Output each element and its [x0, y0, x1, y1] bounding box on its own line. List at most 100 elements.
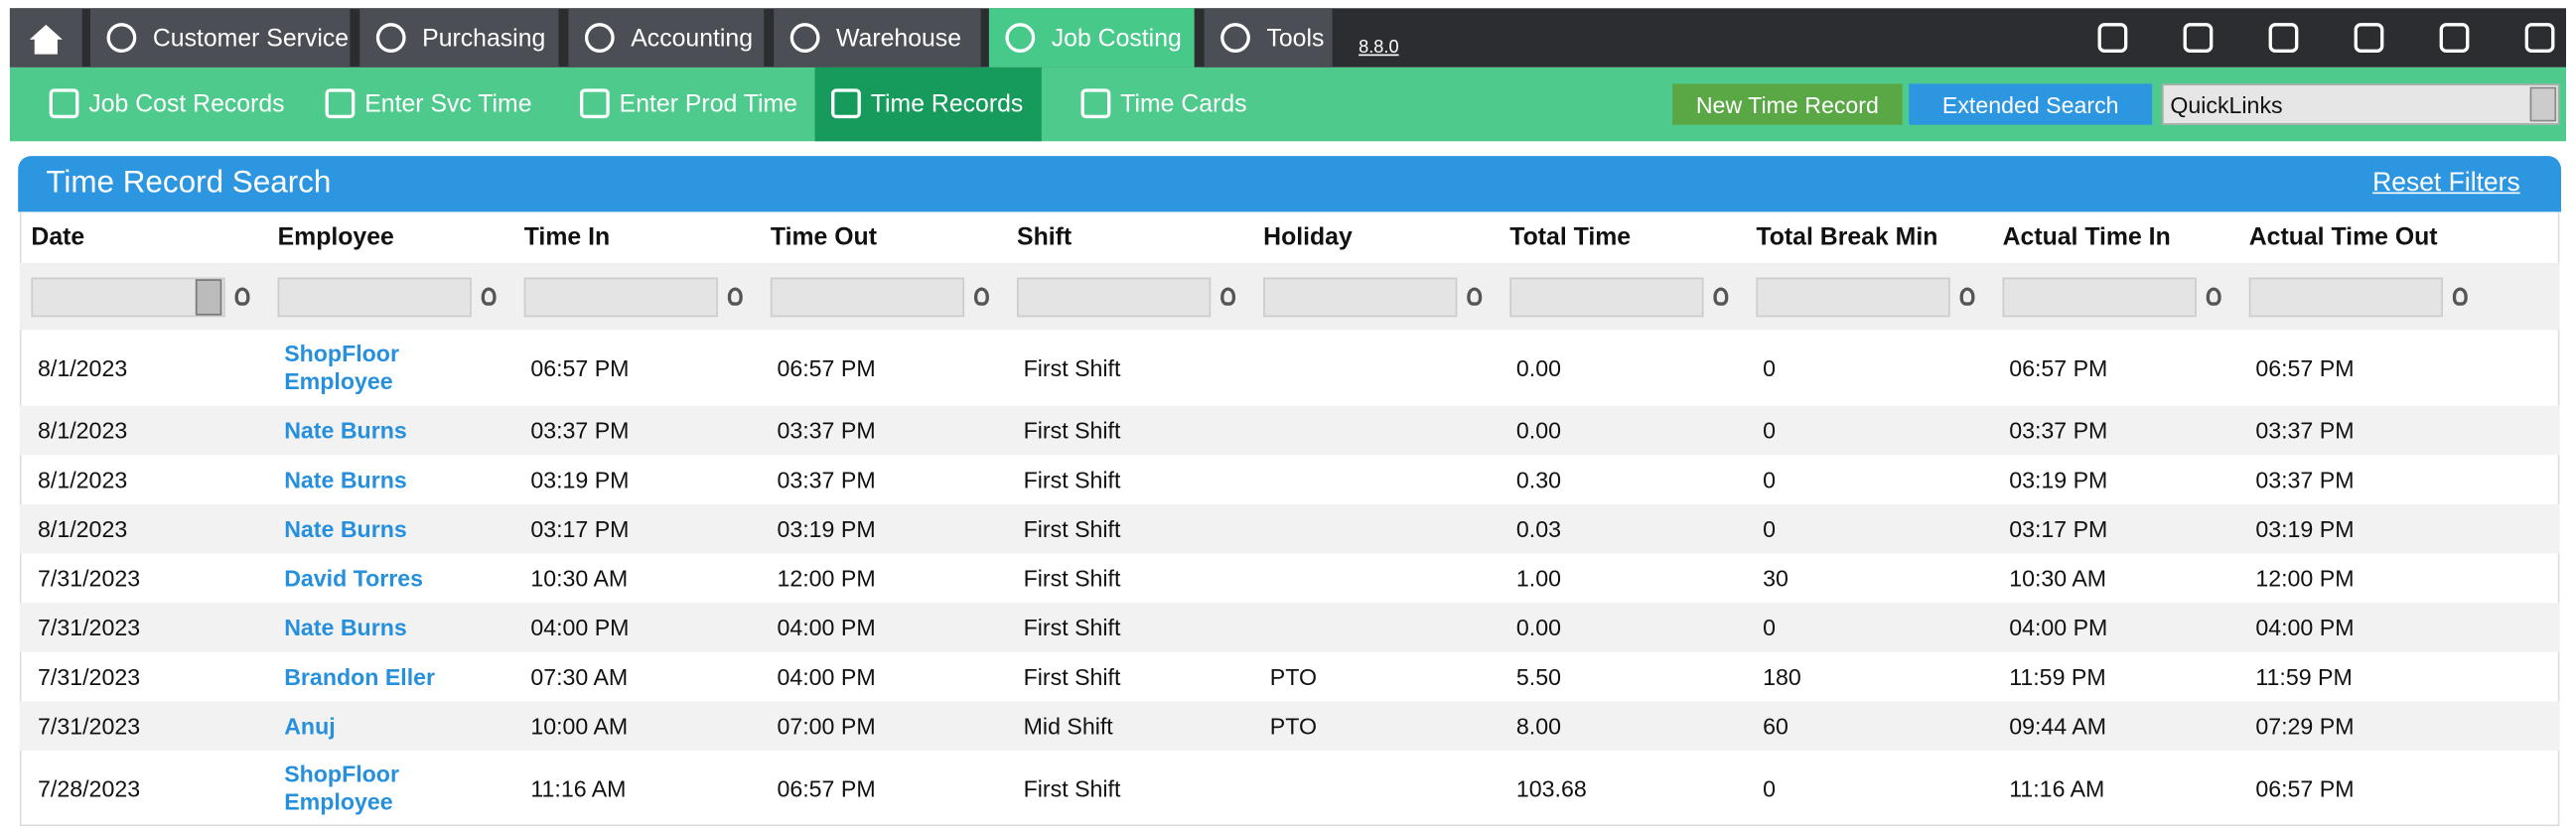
filter-icon[interactable]	[1467, 287, 1483, 306]
filter-icon[interactable]	[1959, 287, 1975, 306]
sub-nav-item[interactable]: Enter Prod Time	[563, 68, 809, 141]
toolbar-icon[interactable]	[2183, 23, 2214, 53]
table-cell: Mid Shift	[1023, 712, 1113, 740]
table-cell: 0.30	[1515, 466, 1561, 493]
table-cell: 10:00 AM	[530, 712, 629, 740]
table-cell: 0	[1763, 417, 1776, 444]
sub-icon	[49, 88, 79, 119]
filter-input[interactable]	[277, 277, 472, 318]
employee-link[interactable]: Nate Burns	[284, 514, 407, 542]
employee-link[interactable]: ShopFloor Employee	[284, 340, 399, 395]
filter-input[interactable]	[2002, 277, 2197, 318]
action-button[interactable]: Extended Search	[1909, 83, 2153, 125]
nav-tab[interactable]: Warehouse	[774, 8, 981, 68]
employee-link[interactable]: Nate Burns	[284, 416, 407, 443]
table-cell: 04:00 PM	[2009, 614, 2108, 641]
toolbar-icon[interactable]	[2097, 23, 2128, 53]
filter-icon[interactable]	[727, 287, 743, 306]
nav-tab[interactable]: Accounting	[568, 8, 765, 68]
employee-link[interactable]: Anuj	[284, 712, 336, 739]
filter-icon[interactable]	[2206, 287, 2221, 306]
nav-tab[interactable]: Purchasing	[359, 8, 559, 68]
nav-tab[interactable]: Job Costing	[988, 8, 1195, 68]
filter-icon[interactable]	[973, 287, 989, 306]
sub-icon	[579, 88, 610, 119]
filter-input[interactable]	[1263, 277, 1458, 318]
filter-icon[interactable]	[481, 287, 497, 306]
toolbar-icon[interactable]	[2439, 23, 2470, 53]
table-cell: First Shift	[1023, 565, 1121, 592]
employee-link[interactable]: Brandon Eller	[284, 662, 436, 689]
employee-link[interactable]: ShopFloor Employee	[284, 760, 399, 815]
table-cell: 03:37 PM	[777, 417, 876, 444]
table-cell: 10:30 AM	[2009, 565, 2107, 592]
filter-input[interactable]	[770, 277, 965, 318]
filter-input[interactable]	[2248, 277, 2443, 318]
toolbar-icon[interactable]	[2268, 23, 2299, 53]
table-cell: 180	[1763, 663, 1801, 690]
column-header: Date	[31, 222, 85, 252]
table-cell: 0.00	[1515, 354, 1561, 381]
table-cell: 7/31/2023	[38, 565, 141, 592]
filter-input[interactable]	[523, 277, 718, 318]
table-cell: 0	[1763, 515, 1776, 542]
sub-icon	[831, 88, 861, 119]
reset-filters[interactable]: Reset Filters	[2372, 169, 2520, 198]
table-cell: 60	[1763, 712, 1789, 740]
table-cell: 12:00 PM	[777, 565, 876, 592]
employee-link[interactable]: David Torres	[284, 564, 424, 591]
table-cell: 04:00 PM	[530, 614, 630, 641]
nav-tab[interactable]: Customer Service	[89, 8, 351, 68]
home-button[interactable]	[9, 8, 82, 68]
filter-icon[interactable]	[234, 287, 250, 306]
table-cell: 7/31/2023	[38, 614, 141, 641]
quicklinks-select[interactable]: QuickLinks	[2162, 83, 2560, 125]
sub-nav-item[interactable]: Time Cards	[1065, 68, 1270, 141]
toolbar-icon[interactable]	[2354, 23, 2384, 53]
filter-input[interactable]	[1509, 277, 1704, 318]
filter-icon[interactable]	[1713, 287, 1729, 306]
column-header: Shift	[1017, 222, 1073, 252]
filter-icon[interactable]	[1220, 287, 1236, 306]
table-cell: 0.00	[1515, 417, 1561, 444]
table-cell: 03:19 PM	[2255, 515, 2355, 542]
table-cell: 03:37 PM	[530, 417, 630, 444]
tab-icon	[789, 23, 820, 53]
column-header: Employee	[277, 222, 394, 252]
action-button[interactable]: New Time Record	[1672, 83, 1903, 125]
table-cell: 8.00	[1515, 712, 1561, 740]
table-cell: 7/31/2023	[38, 663, 141, 690]
toolbar-icon[interactable]	[2524, 23, 2555, 53]
table-cell: 06:57 PM	[530, 354, 630, 381]
table-cell: 06:57 PM	[777, 354, 876, 381]
table-cell: First Shift	[1023, 417, 1121, 444]
table-cell: 03:37 PM	[777, 466, 876, 493]
sub-nav-item[interactable]: Time Records	[814, 67, 1042, 142]
nav-tab[interactable]: Tools	[1204, 8, 1333, 68]
filter-icon[interactable]	[2452, 287, 2468, 306]
table-cell: 8/1/2023	[38, 466, 128, 493]
employee-link[interactable]: Nate Burns	[284, 613, 407, 640]
filter-input[interactable]	[1756, 277, 1950, 318]
sub-icon	[325, 88, 356, 119]
table-cell: 03:37 PM	[2255, 466, 2355, 493]
row-stripe	[19, 503, 2560, 554]
tab-icon	[106, 23, 137, 53]
tab-icon	[375, 23, 406, 53]
table-cell: 0	[1763, 774, 1776, 802]
date-dropdown[interactable]	[195, 279, 222, 316]
table-cell: 03:19 PM	[777, 515, 876, 542]
sub-nav-item[interactable]: Job Cost Records	[33, 68, 296, 141]
filter-input[interactable]	[31, 277, 225, 318]
table-cell: 09:44 AM	[2009, 712, 2107, 740]
select-arrow	[2529, 86, 2557, 122]
table-cell: 04:00 PM	[777, 614, 876, 641]
sub-nav-item[interactable]: Enter Svc Time	[309, 68, 547, 141]
version: 8.8.0	[1359, 38, 1399, 58]
table-cell: 0.00	[1515, 614, 1561, 641]
filter-input[interactable]	[1017, 277, 1212, 318]
table-cell: 06:57 PM	[777, 774, 876, 802]
tab-icon	[584, 23, 615, 53]
employee-link[interactable]: Nate Burns	[284, 465, 407, 492]
